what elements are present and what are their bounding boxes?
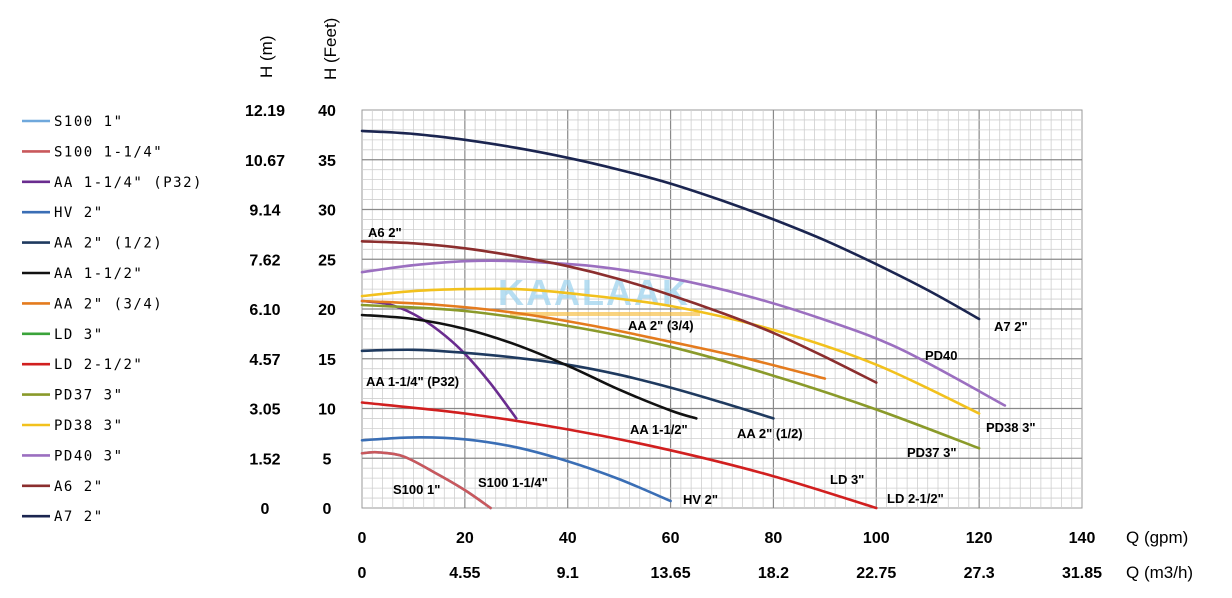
series-line-8 bbox=[360, 401, 878, 510]
watermark-underline bbox=[510, 312, 700, 316]
y-axis-label-m: H (m) bbox=[257, 36, 276, 78]
series-annotation: A6 2" bbox=[368, 225, 402, 240]
y-tick-label-feet: 30 bbox=[318, 203, 336, 220]
series-line-13 bbox=[360, 129, 981, 321]
x-tick-label-gpm: 100 bbox=[863, 530, 890, 547]
series-line-11 bbox=[360, 259, 1007, 407]
y-tick-label-m: 9.14 bbox=[249, 203, 280, 220]
x-tick-label-m3h: 18.2 bbox=[758, 565, 789, 582]
x-tick-label-m3h: 31.85 bbox=[1062, 565, 1102, 582]
x-axis-label-m3h: Q (m3/h) bbox=[1126, 563, 1193, 582]
legend-entry-label: AA 1-1/2" bbox=[54, 266, 143, 282]
series-annotation: AA 1-1/4" (P32) bbox=[366, 374, 459, 389]
series-line-5 bbox=[360, 313, 698, 420]
x-tick-label-m3h: 13.65 bbox=[651, 565, 691, 582]
series-annotation: A7 2" bbox=[994, 319, 1028, 334]
legend-entry-label: AA 1-1/4" (P32) bbox=[54, 175, 203, 191]
series-line-2 bbox=[360, 299, 518, 420]
legend-entry-label: LD 3" bbox=[54, 327, 104, 343]
x-tick-label-m3h: 4.55 bbox=[449, 565, 480, 582]
y-tick-label-feet: 10 bbox=[318, 402, 336, 419]
y-tick-label-feet: 15 bbox=[318, 352, 336, 369]
y-tick-label-feet: 0 bbox=[323, 501, 332, 518]
legend-entry-label: AA 2" (3/4) bbox=[54, 296, 163, 312]
y-tick-label-feet: 25 bbox=[318, 252, 336, 269]
series-annotation: S100 1-1/4" bbox=[478, 475, 548, 490]
y-tick-label-m: 1.52 bbox=[249, 451, 280, 468]
series-annotation: LD 3" bbox=[830, 472, 864, 487]
x-tick-label-gpm: 120 bbox=[966, 530, 993, 547]
legend-entry-label: PD38 3" bbox=[54, 418, 124, 434]
x-tick-label-m3h: 9.1 bbox=[557, 565, 579, 582]
y-tick-label-m: 3.05 bbox=[249, 402, 280, 419]
x-tick-label-gpm: 140 bbox=[1069, 530, 1096, 547]
x-tick-label-m3h: 22.75 bbox=[856, 565, 896, 582]
legend-entry-label: AA 2" (1/2) bbox=[54, 236, 163, 252]
series-annotation: PD37 3" bbox=[907, 445, 957, 460]
series-line-6 bbox=[360, 299, 827, 380]
y-tick-label-m: 4.57 bbox=[249, 352, 280, 369]
legend-entry-label: S100 1" bbox=[54, 114, 124, 130]
series-annotation: S100 1" bbox=[393, 482, 440, 497]
series-annotation: HV 2" bbox=[683, 492, 718, 507]
series-annotation: AA 1-1/2" bbox=[630, 422, 688, 437]
series-line-3 bbox=[360, 436, 672, 503]
series-annotation: LD 2-1/2" bbox=[887, 491, 944, 506]
x-tick-label-gpm: 40 bbox=[559, 530, 577, 547]
y-tick-label-m: 6.10 bbox=[249, 302, 280, 319]
x-tick-label-gpm: 20 bbox=[456, 530, 474, 547]
legend-entry-label: PD37 3" bbox=[54, 388, 124, 404]
series-lines bbox=[360, 129, 1007, 510]
series-annotation: AA 2" (1/2) bbox=[737, 426, 803, 441]
x-tick-label-gpm: 80 bbox=[765, 530, 783, 547]
y-tick-label-feet: 40 bbox=[318, 103, 336, 120]
axes: 0 5 10 15 20 25 30 35 40 0 1.52 3.05 4.57 6.10 7.62 9.1… bbox=[245, 18, 1193, 582]
y-tick-label-feet: 5 bbox=[323, 451, 332, 468]
y-tick-label-m: 12.19 bbox=[245, 103, 285, 120]
series-line-9 bbox=[360, 303, 981, 450]
legend-entry-label: PD40 3" bbox=[54, 448, 124, 464]
x-axis-label-gpm: Q (gpm) bbox=[1126, 528, 1188, 547]
series-annotation: AA 2" (3/4) bbox=[628, 318, 694, 333]
legend: S100 1" S100 1-1/4" AA 1-1/4" (P32) HV 2" AA… bbox=[22, 114, 203, 525]
y-tick-label-feet: 35 bbox=[318, 153, 336, 170]
series-line-12 bbox=[360, 240, 878, 384]
y-axis-label-feet: H (Feet) bbox=[321, 18, 340, 80]
legend-entry-label: A6 2" bbox=[54, 479, 104, 495]
y-tick-label-m: 0 bbox=[261, 501, 270, 518]
y-tick-label-feet: 20 bbox=[318, 302, 336, 319]
x-tick-label-m3h: 27.3 bbox=[964, 565, 995, 582]
y-tick-label-m: 10.67 bbox=[245, 153, 285, 170]
series-line-1 bbox=[360, 450, 492, 510]
x-tick-label-gpm: 0 bbox=[358, 530, 367, 547]
legend-entry-label: HV 2" bbox=[54, 205, 104, 221]
grid bbox=[361, 109, 1083, 509]
x-tick-label-gpm: 60 bbox=[662, 530, 680, 547]
series-annotation: PD38 3" bbox=[986, 420, 1036, 435]
x-tick-label-m3h: 0 bbox=[358, 565, 367, 582]
watermark-text: KAALAAK bbox=[498, 272, 690, 313]
series-annotations: A6 2" AA 2" (3/4) AA 1-1/4" (P32) AA 1-1/2"… bbox=[366, 225, 1036, 507]
series-annotation: PD40 bbox=[925, 348, 958, 363]
legend-entry-label: A7 2" bbox=[54, 509, 104, 525]
series-line-10 bbox=[360, 287, 981, 415]
watermark-logo: KAALAAK bbox=[498, 272, 700, 316]
y-tick-label-m: 7.62 bbox=[249, 252, 280, 269]
legend-entry-label: LD 2-1/2" bbox=[54, 357, 143, 373]
legend-entry-label: S100 1-1/4" bbox=[54, 144, 163, 160]
